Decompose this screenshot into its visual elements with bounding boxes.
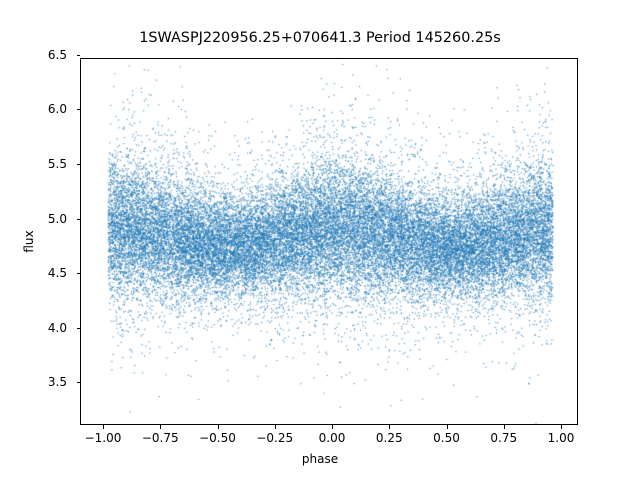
y-tick-label: 4.5	[47, 266, 67, 281]
chart-title: 1SWASPJ220956.25+070641.3 Period 145260.…	[139, 30, 501, 46]
x-tick-mark	[217, 425, 219, 429]
y-tick-label: 3.5	[47, 375, 67, 390]
x-tick-mark	[160, 425, 162, 429]
y-tick-label: 5.0	[47, 211, 67, 226]
x-tick-mark	[446, 425, 448, 429]
x-tick-mark	[389, 425, 391, 429]
x-tick-label: 0.25	[375, 431, 403, 445]
x-tick-label: −0.25	[256, 431, 294, 445]
x-tick-label: −0.50	[199, 431, 236, 445]
y-tick-label: 6.0	[47, 102, 67, 117]
x-tick-label: −0.75	[141, 431, 179, 445]
y-tick-label: 6.5	[47, 47, 67, 62]
plot-axes-area	[80, 58, 578, 425]
x-tick-mark	[332, 425, 333, 429]
x-tick-label: 0.00	[318, 431, 346, 445]
y-tick-mark	[76, 164, 80, 165]
scatter-points-layer	[81, 59, 577, 424]
y-tick-mark	[76, 109, 80, 111]
y-tick-mark	[76, 382, 80, 384]
y-axis-label: flux	[22, 230, 36, 253]
y-tick-mark	[76, 327, 80, 329]
y-tick-mark	[76, 218, 80, 220]
x-tick-mark	[103, 425, 104, 429]
x-axis-label: phase	[301, 452, 339, 466]
y-tick-mark	[76, 273, 80, 275]
x-tick-label: 1.00	[547, 431, 575, 445]
x-tick-mark	[561, 425, 562, 429]
x-tick-label: 0.75	[490, 431, 518, 445]
y-tick-mark	[76, 54, 80, 56]
x-tick-mark	[503, 425, 505, 429]
x-tick-mark	[274, 425, 276, 429]
y-tick-label: 5.5	[47, 157, 67, 171]
x-tick-label: −1.00	[84, 431, 122, 445]
y-tick-label: 4.0	[47, 320, 67, 335]
x-tick-label: 0.50	[433, 431, 460, 445]
